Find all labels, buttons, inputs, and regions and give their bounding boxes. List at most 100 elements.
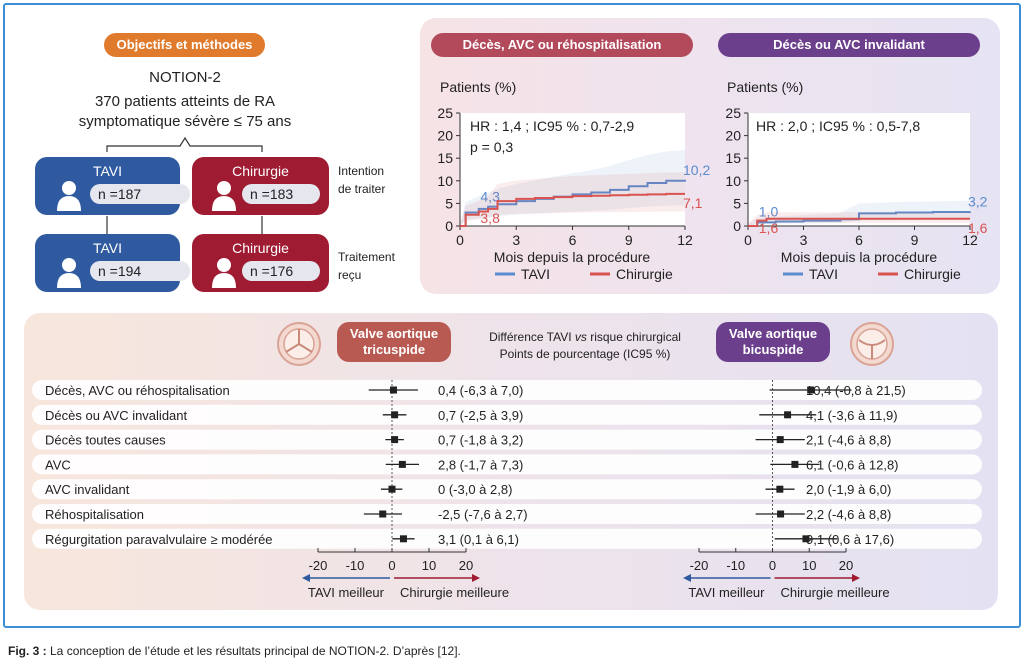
chart-annotation: p = 0,3: [470, 139, 513, 155]
y-axis-label: Patients (%): [727, 79, 803, 95]
bicuspid-forest-plot: -20 -10 0 10 20 TAVI meilleur Chirurgie meille…: [683, 380, 890, 600]
point-estimate: [379, 510, 387, 518]
point-estimate: [776, 436, 784, 444]
forest-center-header-vs: vs: [574, 330, 587, 344]
left-arrow-label: TAVI meilleur: [688, 585, 765, 600]
point-estimate: [807, 386, 815, 394]
caption-label: Fig. 3 :: [8, 644, 47, 658]
bicuspid-badge-line-1: Valve aortique: [728, 326, 818, 341]
data-label: 7,1: [683, 195, 703, 211]
x-tick-label: 3: [512, 232, 520, 248]
point-estimate: [791, 460, 799, 468]
x-tick-label: 0: [388, 558, 395, 573]
tricuspid-badge-line-1: Valve aortique: [349, 326, 439, 341]
bicuspid-badge: Valve aortique bicuspide: [716, 322, 830, 362]
point-estimate: [784, 411, 792, 419]
person-icon: [57, 258, 81, 288]
y-tick-label: 10: [725, 173, 741, 189]
x-tick-label: 20: [459, 558, 473, 573]
y-tick-label: 25: [725, 105, 741, 121]
x-tick-label: 9: [625, 232, 633, 248]
point-estimate: [398, 460, 406, 468]
tricuspid-estimate-text: -2,5 (-7,6 à 2,7): [438, 507, 528, 522]
data-label: 3,2: [968, 194, 988, 210]
bicuspid-estimate-text: 4,1 (-3,6 à 11,9): [806, 408, 898, 423]
legend-label: Chirurgie: [904, 266, 961, 282]
tricuspid-estimate-text: 3,1 (0,1 à 6,1): [438, 532, 519, 547]
forest-row-label: Décès, AVC ou réhospitalisation: [45, 383, 230, 398]
person-icon: [212, 181, 236, 211]
figure-caption: Fig. 3 : La conception de l’étude et les…: [8, 644, 461, 658]
tricuspid-badge-line-2: tricuspide: [362, 342, 426, 357]
plot-area: [748, 113, 970, 226]
person-icon: [212, 258, 236, 288]
x-tick-label: 12: [677, 232, 693, 248]
right-arrow-head: [852, 574, 860, 582]
y-tick-label: 25: [437, 105, 453, 121]
series-ci-band: [460, 149, 685, 226]
x-axis-label: Mois depuis la procédure: [781, 249, 938, 265]
km-chart-2: Patients (%) 0 5 10 15 20 25 0 3 6 9 12 Mois depuis …: [725, 79, 987, 282]
right-arrow-head: [472, 574, 480, 582]
data-label: 1,6: [759, 220, 779, 236]
data-label: 3,8: [480, 210, 500, 226]
x-tick-label: 0: [456, 232, 464, 248]
forest-rows: Décès, AVC ou réhospitalisation 0,4 (-6,3…: [32, 380, 982, 549]
itt-label-1: Intention: [338, 164, 385, 178]
itt-tavi-label: TAVI: [92, 163, 123, 179]
x-tick-label: 6: [569, 232, 577, 248]
tr-surgery-label: Chirurgie: [232, 240, 289, 256]
objectives-badge: Objectifs et méthodes: [104, 33, 265, 57]
forest-row-bg: [32, 479, 982, 500]
legend-label: TAVI: [809, 266, 838, 282]
bicuspid-estimate-text: 2,0 (-1,9 à 6,0): [806, 482, 891, 497]
tr-label-1: Traitement: [338, 250, 395, 264]
tr-surgery-card: Chirurgie n =176: [192, 234, 329, 292]
point-estimate: [802, 535, 810, 543]
x-tick-label: 10: [802, 558, 816, 573]
tricuspid-estimate-text: 0,4 (-6,3 à 7,0): [438, 383, 523, 398]
forest-row-bg: [32, 404, 982, 425]
x-tick-label: -20: [309, 558, 328, 573]
point-estimate: [391, 436, 399, 444]
tricuspid-valve-icon: [277, 322, 321, 366]
data-label: 4,3: [480, 189, 500, 205]
chart-annotation: HR : 1,4 ; IC95 % : 0,7-2,9: [470, 118, 634, 134]
forest-center-header-2: Points de pourcentage (IC95 %): [499, 347, 671, 361]
legend-label: TAVI: [521, 266, 550, 282]
x-tick-label: 10: [422, 558, 436, 573]
point-estimate: [389, 386, 397, 394]
bicuspid-badge-line-2: bicuspide: [742, 342, 804, 357]
y-tick-label: 10: [437, 173, 453, 189]
population-line-2: symptomatique sévère ≤ 75 ans: [78, 113, 292, 130]
data-label: 1,0: [759, 203, 779, 219]
x-tick-label: 3: [800, 232, 808, 248]
tr-surgery-count: n =176: [242, 261, 320, 281]
left-arrow-head: [302, 574, 310, 582]
x-tick-label: 9: [911, 232, 919, 248]
forest-row-bg: [32, 454, 982, 475]
forest-row-label: Décès toutes causes: [45, 433, 166, 448]
bicuspid-estimate-text: 10,4 (-0,8 à 21,5): [806, 383, 906, 398]
point-estimate: [777, 510, 785, 518]
x-tick-label: 0: [769, 558, 776, 573]
itt-surgery-count: n =183: [242, 184, 320, 204]
tricuspid-estimate-text: 2,8 (-1,7 à 7,3): [438, 457, 523, 472]
itt-surgery-label: Chirurgie: [232, 163, 289, 179]
forest-row-label: Réhospitalisation: [45, 507, 144, 522]
itt-surgery-card: Chirurgie n =183: [192, 157, 329, 215]
forest-row-bg: [32, 528, 982, 549]
x-tick-label: -10: [726, 558, 745, 573]
point-estimate: [388, 485, 396, 493]
bicuspid-estimate-text: 2,2 (-4,6 à 8,8): [806, 507, 891, 522]
right-arrow-label: Chirurgie meilleure: [400, 585, 509, 600]
x-axis-label: Mois depuis la procédure: [494, 249, 651, 265]
point-estimate: [776, 485, 784, 493]
tr-tavi-card: TAVI n =194: [35, 234, 190, 292]
tr-tavi-count: n =194: [90, 261, 190, 281]
legend-label: Chirurgie: [616, 266, 673, 282]
forest-row-label: AVC: [45, 457, 71, 472]
left-arrow-head: [683, 574, 691, 582]
y-tick-label: 0: [733, 218, 741, 234]
